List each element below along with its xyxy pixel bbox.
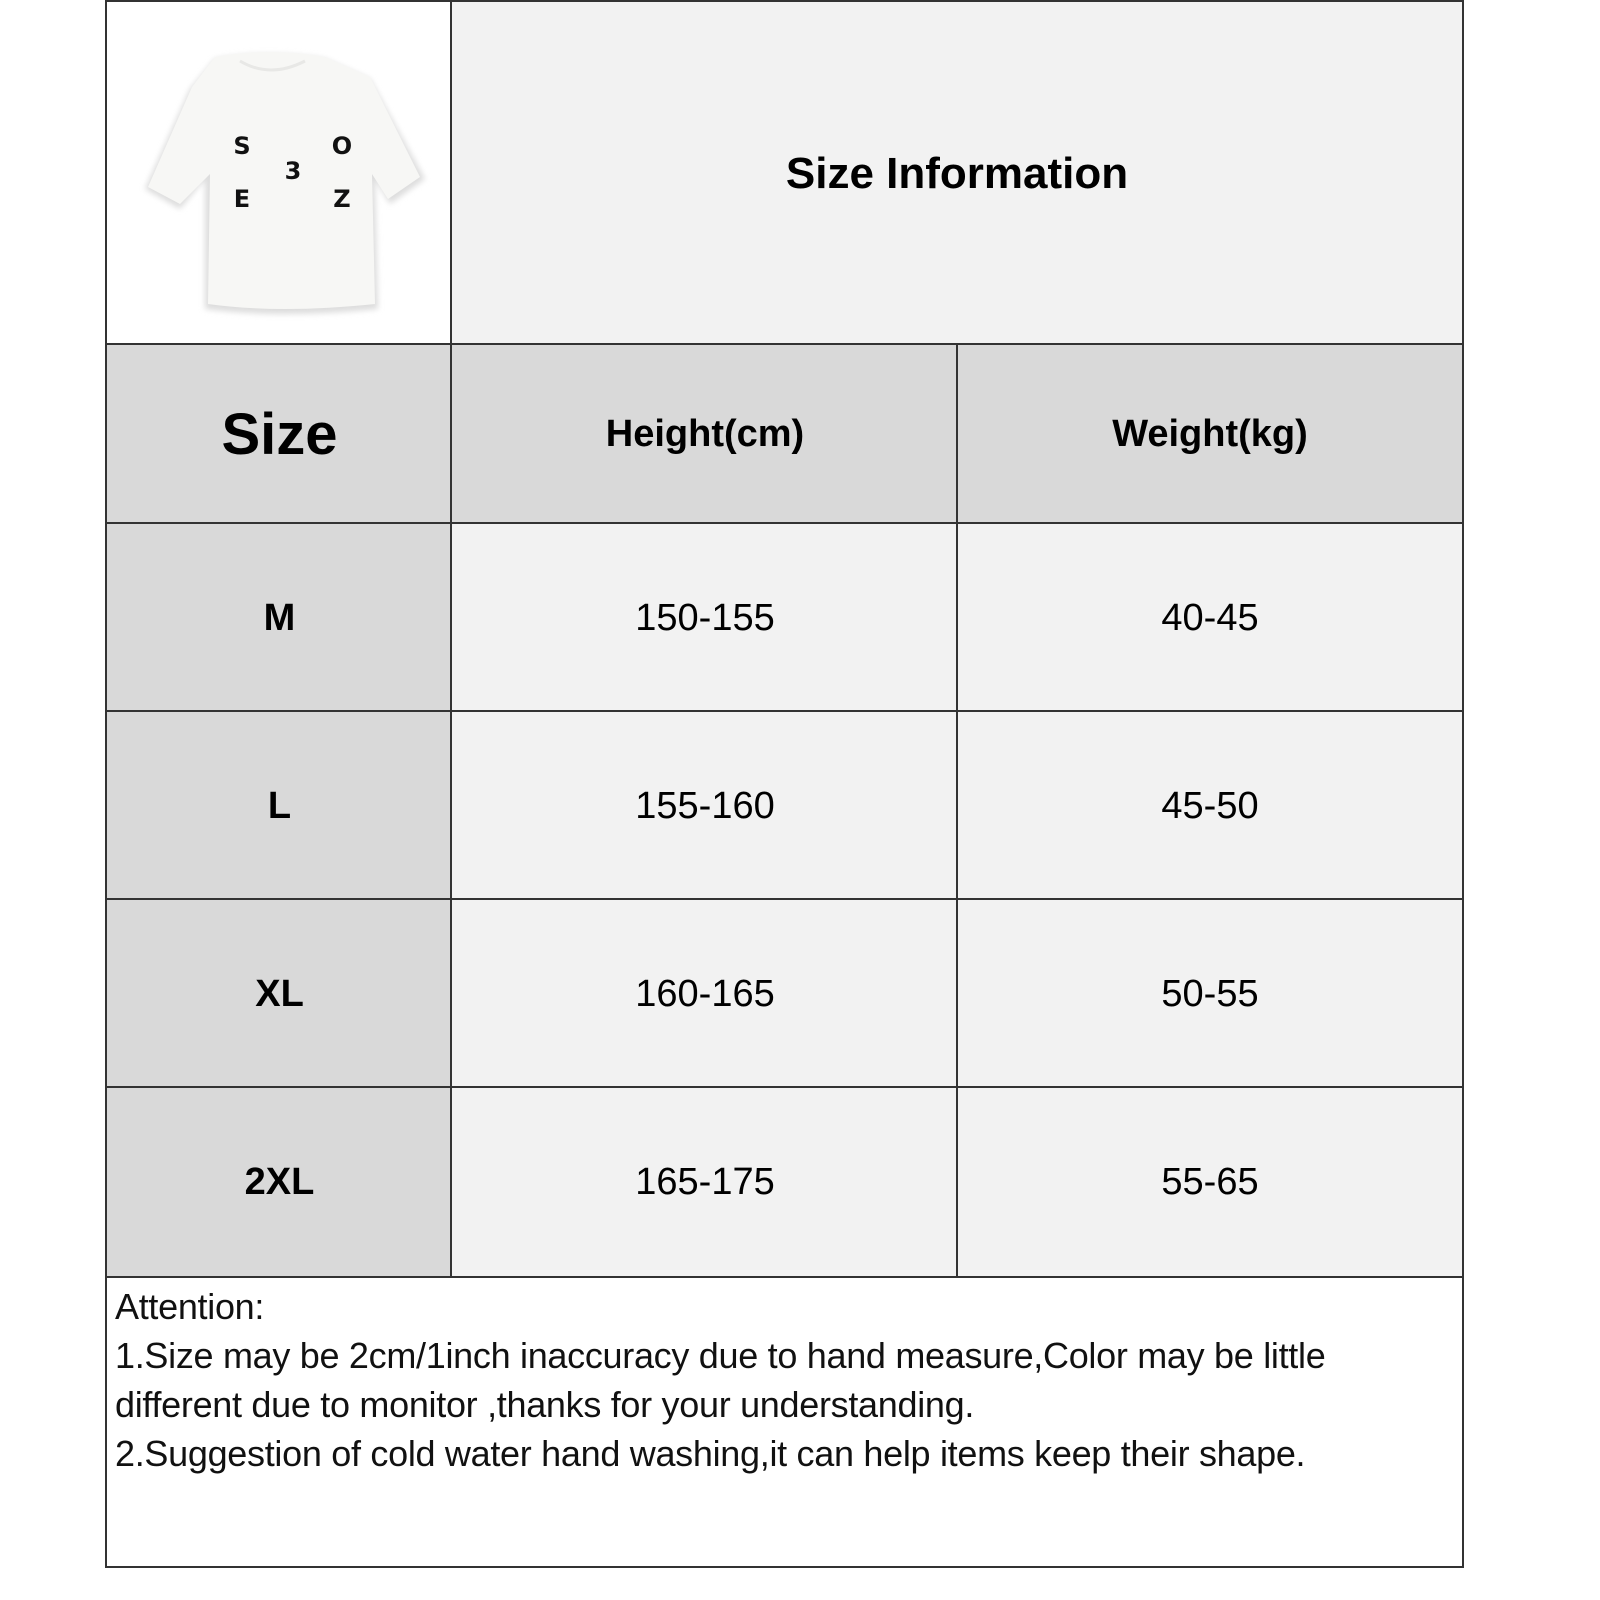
table-cell-height: 160-165 — [450, 898, 960, 1090]
note-line: 2.Suggestion of cold water hand washing,… — [115, 1433, 1306, 1474]
note-line: 1.Size may be 2cm/1inch inaccuracy due t… — [115, 1335, 1336, 1425]
page-title: Size Information — [785, 148, 1129, 198]
height-value: 160-165 — [635, 972, 775, 1015]
header-size: Size — [105, 343, 454, 526]
table-cell-height: 150-155 — [450, 522, 960, 714]
table-cell-weight: 55-65 — [956, 1086, 1464, 1278]
product-image-cell: S O 3 E Z — [105, 0, 454, 347]
size-value: M — [263, 596, 296, 639]
svg-text:3: 3 — [284, 157, 301, 185]
header-weight: Weight(kg) — [956, 343, 1464, 526]
weight-value: 45-50 — [1161, 784, 1259, 827]
table-cell-height: 155-160 — [450, 710, 960, 902]
attention-notes: Attention: 1.Size may be 2cm/1inch inacc… — [105, 1276, 1464, 1568]
header-size-label: Size — [221, 402, 338, 467]
table-cell-size: XL — [105, 898, 454, 1090]
weight-value: 55-65 — [1161, 1160, 1259, 1203]
table-cell-weight: 50-55 — [956, 898, 1464, 1090]
title-cell: Size Information — [450, 0, 1464, 347]
table-cell-size: M — [105, 522, 454, 714]
tshirt-image: S O 3 E Z — [144, 51, 425, 314]
weight-value: 40-45 — [1161, 596, 1259, 639]
height-value: 155-160 — [635, 784, 775, 827]
table-cell-size: 2XL — [105, 1086, 454, 1278]
header-height-label: Height(cm) — [605, 413, 805, 455]
size-value: XL — [255, 972, 304, 1015]
size-value: 2XL — [244, 1160, 315, 1203]
table-cell-weight: 40-45 — [956, 522, 1464, 714]
svg-text:O: O — [331, 132, 351, 160]
svg-text:Z: Z — [333, 185, 350, 213]
size-value: L — [267, 784, 292, 827]
header-weight-label: Weight(kg) — [1112, 413, 1308, 455]
svg-text:E: E — [233, 185, 249, 213]
table-cell-size: L — [105, 710, 454, 902]
height-value: 165-175 — [635, 1160, 775, 1203]
table-cell-weight: 45-50 — [956, 710, 1464, 902]
svg-text:S: S — [233, 132, 250, 160]
table-cell-height: 165-175 — [450, 1086, 960, 1278]
header-height: Height(cm) — [450, 343, 960, 526]
notes-heading: Attention: — [115, 1286, 265, 1327]
height-value: 150-155 — [635, 596, 775, 639]
weight-value: 50-55 — [1161, 972, 1259, 1015]
